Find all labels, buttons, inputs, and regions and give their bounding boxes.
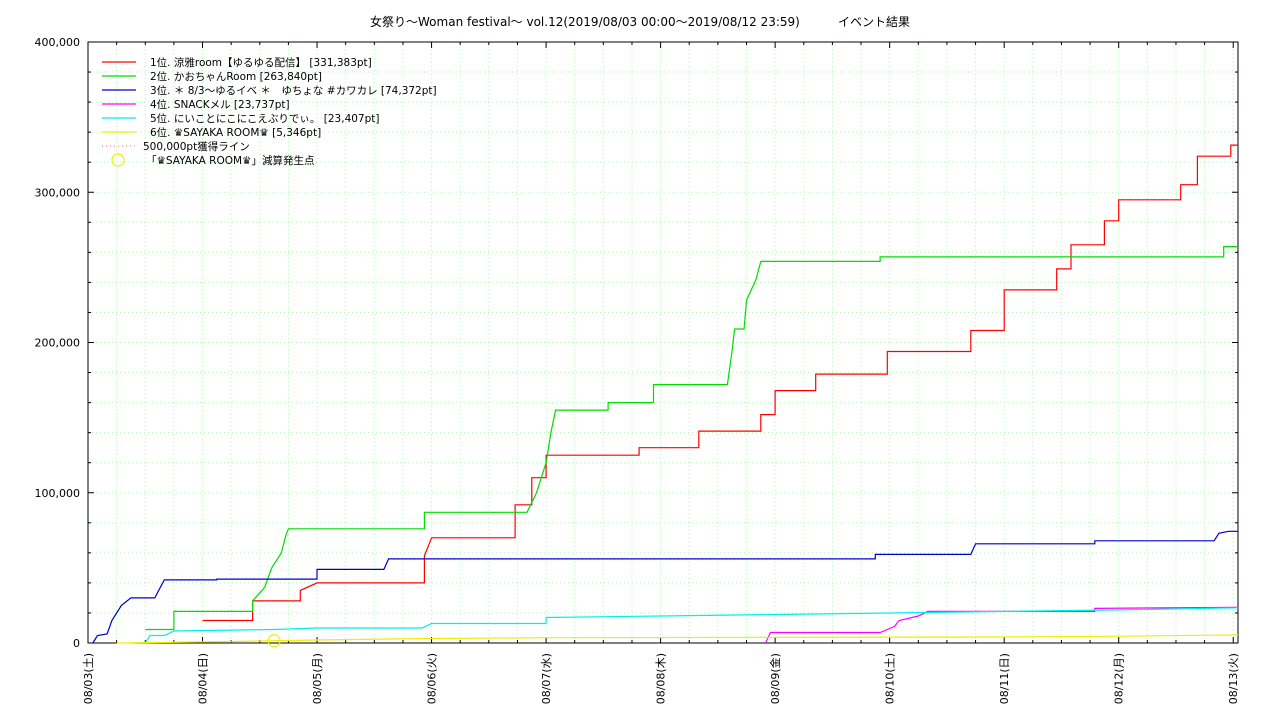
x-tick-label: 08/04(日) [197, 653, 210, 704]
y-tick-label: 100,000 [35, 487, 81, 500]
x-tick-label: 08/07(水) [540, 653, 553, 704]
chart-title: 女祭り〜Woman festival〜 vol.12(2019/08/03 00… [370, 15, 910, 29]
markers [267, 634, 281, 648]
y-tick-label: 0 [73, 637, 80, 650]
x-tick-label: 08/09(金) [768, 653, 782, 704]
series-line-6 [116, 634, 1239, 644]
grid [88, 42, 1238, 643]
legend-swatch-penalty-marker [111, 153, 125, 167]
axes: 0 100,000 200,000 300,000 400,000 08/03(土) 08/… [35, 36, 1241, 704]
legend-label-6: 6位. ♛SAYAKA ROOM♛ [5,346pt] [150, 126, 321, 139]
series-line-3 [92, 530, 1238, 644]
x-tick-label: 08/06(火) [426, 653, 439, 704]
legend-label-line-500000: 500,000pt獲得ライン [143, 140, 250, 153]
legend-label-2: 2位. かおちゃんRoom [263,840pt] [150, 70, 322, 83]
legend-label-4: 4位. SNACKメル [23,737pt] [150, 98, 290, 111]
x-tick-label: 08/13(火) [1227, 653, 1240, 704]
legend-label-1: 1位. 涼雅room【ゆるゆる配信】 [331,383pt] [150, 56, 372, 69]
x-tick-label: 08/12(月) [1113, 653, 1126, 704]
y-tick-label: 200,000 [35, 337, 81, 350]
x-tick-label: 08/05(月) [311, 653, 324, 704]
x-tick-label: 08/08(木) [655, 653, 668, 704]
series-line-1 [202, 144, 1238, 622]
y-tick-label: 300,000 [35, 186, 81, 199]
x-tick-label: 08/10(土) [884, 653, 897, 704]
y-tick-label: 400,000 [35, 36, 81, 49]
legend-label-penalty-marker: 「♛SAYAKA ROOM♛」減算発生点 [146, 154, 314, 167]
series-line-5 [144, 607, 1239, 644]
legend-label-5: 5位. にいことにこにこえぶりでぃ。 [23,407pt] [150, 112, 380, 125]
x-tick-label: 08/11(日) [998, 653, 1011, 704]
legend: 1位. 涼雅room【ゆるゆる配信】 [331,383pt]2位. かおちゃんR… [102, 56, 437, 167]
x-tick-label: 08/03(土) [82, 653, 95, 704]
penalty-marker-point [267, 634, 281, 648]
series-group [92, 144, 1239, 644]
legend-label-3: 3位. ＊ 8/3〜ゆるイベ ＊ ゆちょな #カワカレ [74,372pt] [150, 84, 437, 97]
series-line-2 [145, 246, 1238, 631]
